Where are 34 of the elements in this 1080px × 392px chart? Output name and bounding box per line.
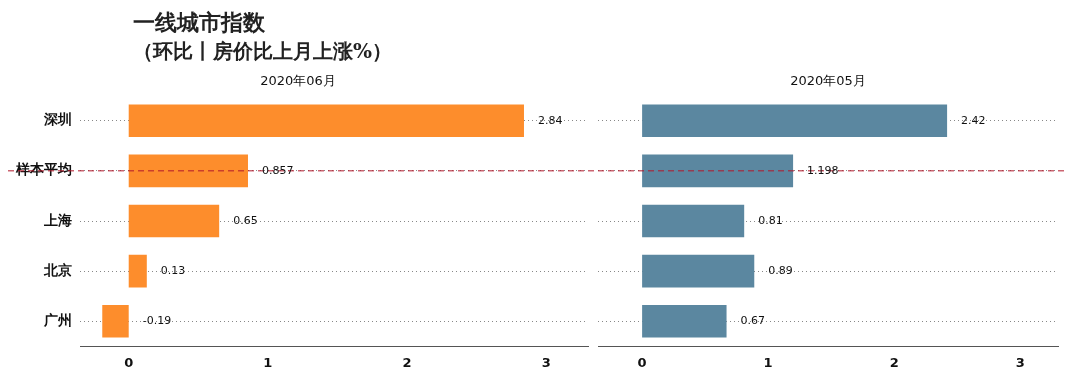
data-label: 2.84 — [537, 113, 563, 127]
x-tick-label: 0 — [637, 354, 647, 370]
data-label: 0.67 — [740, 314, 766, 328]
bar — [128, 204, 220, 238]
bar — [642, 154, 794, 188]
bar — [642, 104, 948, 137]
bar — [102, 305, 129, 338]
bar — [128, 154, 248, 188]
bar — [642, 254, 755, 288]
text: （环比丨房价比上月上涨%） — [133, 38, 393, 65]
data-label: 0.89 — [768, 264, 793, 278]
y-tick-label: 深圳 — [43, 111, 72, 128]
bar — [128, 104, 524, 137]
bar — [642, 204, 745, 238]
x-tick-label: 1 — [263, 354, 273, 370]
text: 一线城市指数 — [133, 8, 266, 37]
x-tick-label: 3 — [541, 354, 551, 370]
chart-title: 2020年06月 — [260, 73, 336, 89]
data-label: 2.42 — [961, 113, 986, 127]
y-tick-label: 上海 — [43, 211, 72, 228]
x-tick-label: 2 — [889, 354, 899, 370]
x-tick-label: 2 — [402, 354, 412, 370]
data-label: 0.65 — [233, 213, 258, 227]
x-tick-label: 0 — [124, 354, 134, 370]
data-label: -0.19 — [142, 314, 172, 328]
x-tick-label: 3 — [1015, 354, 1025, 370]
bar — [128, 254, 147, 288]
data-label: 0.81 — [758, 213, 783, 227]
x-tick-label: 1 — [763, 354, 773, 370]
y-tick-label: 广州 — [43, 311, 72, 328]
data-label: 0.13 — [160, 264, 186, 278]
y-tick-label: 北京 — [43, 261, 72, 278]
chart-title: 2020年05月 — [790, 73, 866, 89]
bar — [642, 305, 727, 338]
